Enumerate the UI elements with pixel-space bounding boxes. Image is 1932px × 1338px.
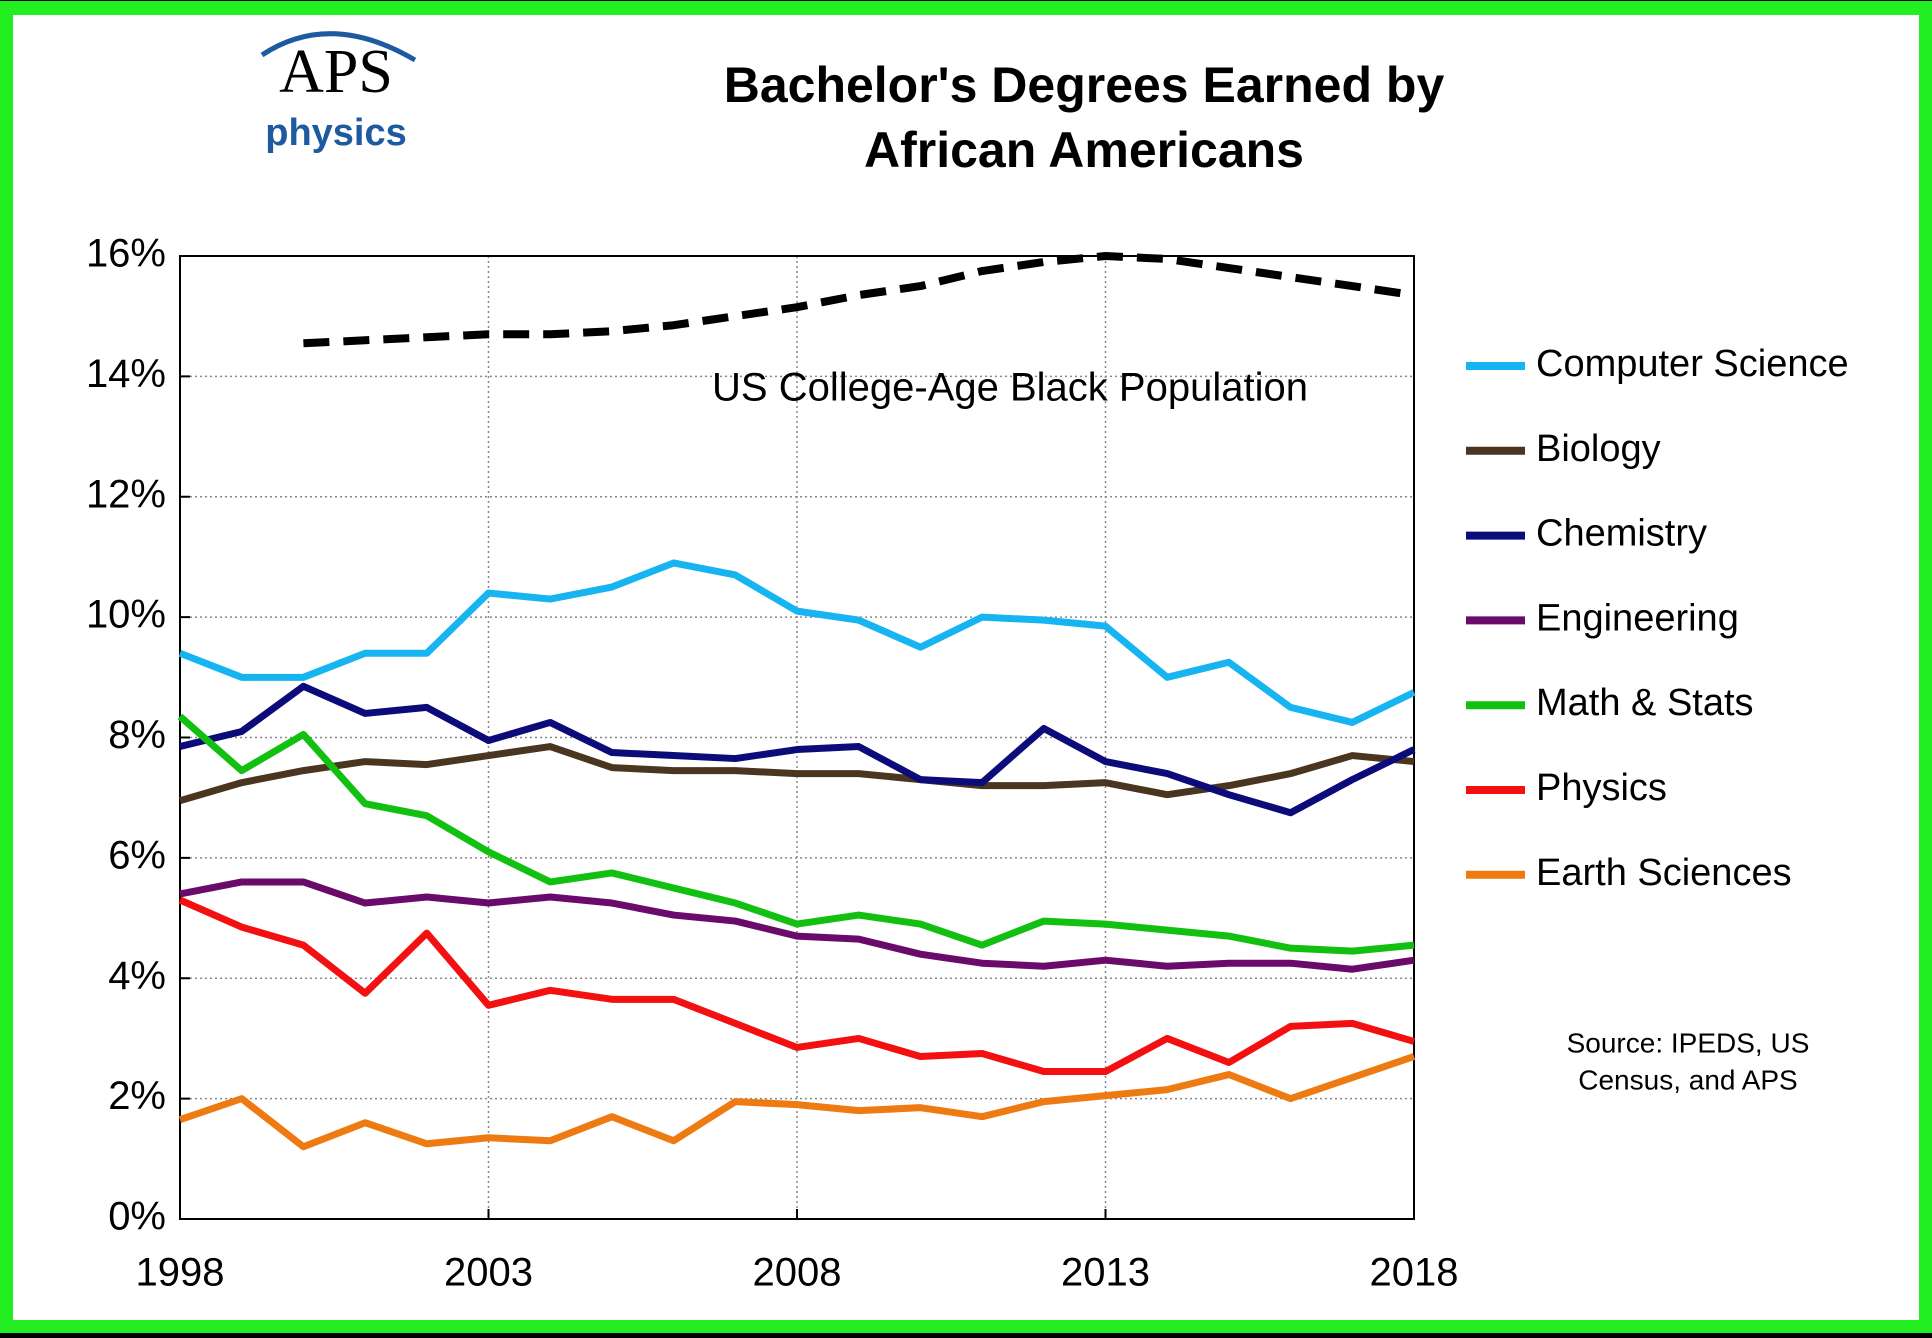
y-tick-label: 0% [108, 1195, 166, 1239]
series-line [178, 896, 1415, 1076]
y-tick-label: 14% [86, 352, 166, 396]
series-line [303, 252, 1415, 348]
series-line [178, 1053, 1416, 1151]
series-line [177, 713, 1415, 955]
logo-swoosh [260, 31, 417, 63]
x-tick-label: 1998 [136, 1251, 225, 1295]
y-tick-label: 12% [86, 472, 166, 516]
x-tick-label: 2018 [1370, 1251, 1459, 1295]
legend-label: Earth Sciences [1536, 852, 1792, 894]
source-note: Census, and APS [1578, 1064, 1797, 1095]
series-line [179, 682, 1416, 817]
series-annotation: US College-Age Black Population [712, 366, 1308, 410]
y-tick-label: 4% [108, 954, 166, 998]
x-tick-label: 2013 [1061, 1251, 1150, 1295]
y-tick-label: 2% [108, 1074, 166, 1118]
legend-label: Physics [1536, 767, 1667, 809]
y-tick-label: 16% [86, 232, 166, 276]
chart-title: Bachelor's Degrees Earned by [724, 57, 1445, 113]
y-tick-label: 10% [86, 593, 166, 637]
y-tick-label: 8% [108, 713, 166, 757]
x-tick-label: 2003 [444, 1251, 533, 1295]
y-tick-label: 6% [108, 833, 166, 877]
legend-label: Computer Science [1536, 343, 1849, 385]
x-tick-label: 2008 [753, 1251, 842, 1295]
source-note: Source: IPEDS, US [1567, 1027, 1810, 1058]
series-line [178, 559, 1416, 726]
legend-label: Engineering [1536, 597, 1739, 639]
logo-sub: physics [265, 112, 407, 154]
legend-label: Chemistry [1536, 513, 1707, 555]
chart-title: African Americans [864, 122, 1304, 178]
legend-label: Biology [1536, 428, 1661, 470]
legend-label: Math & Stats [1536, 682, 1754, 724]
plot-frame [179, 255, 1415, 1220]
logo-name: APS [279, 38, 393, 106]
series-line [179, 878, 1415, 973]
